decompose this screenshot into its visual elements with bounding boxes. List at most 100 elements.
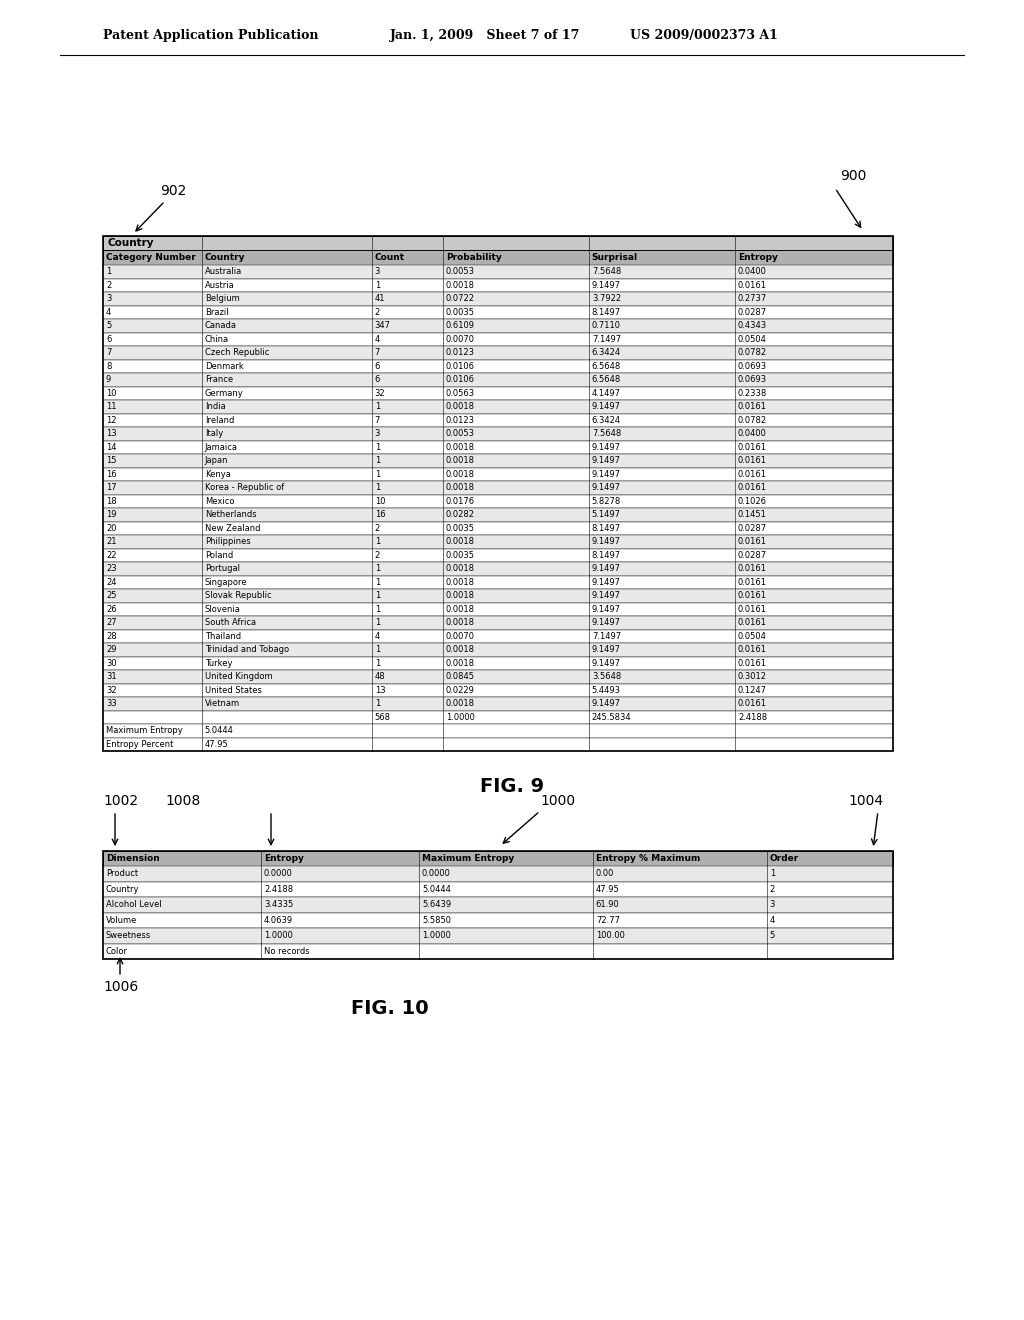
Text: 0.0053: 0.0053 <box>445 267 475 276</box>
Text: 4: 4 <box>375 335 380 343</box>
Bar <box>103 359 893 374</box>
Text: 1: 1 <box>375 457 380 465</box>
Text: 0.2737: 0.2737 <box>738 294 767 304</box>
Bar <box>103 656 893 671</box>
Text: Italy: Italy <box>205 429 223 438</box>
Text: 0.0161: 0.0161 <box>738 564 767 573</box>
Text: 1008: 1008 <box>165 795 201 808</box>
Text: 0.0161: 0.0161 <box>738 483 767 492</box>
Bar <box>103 413 893 426</box>
Text: 5.5850: 5.5850 <box>422 916 451 925</box>
Text: 900: 900 <box>840 169 866 183</box>
Text: 9.1497: 9.1497 <box>592 591 621 601</box>
Text: France: France <box>205 375 232 384</box>
Bar <box>103 684 893 697</box>
Text: 5.6439: 5.6439 <box>422 900 452 909</box>
Text: 0.0035: 0.0035 <box>445 308 475 317</box>
Text: 33: 33 <box>106 700 117 709</box>
Bar <box>103 279 893 292</box>
Text: 9.1497: 9.1497 <box>592 618 621 627</box>
Text: China: China <box>205 335 229 343</box>
Text: Country: Country <box>205 253 246 261</box>
Text: 0.0287: 0.0287 <box>738 550 767 560</box>
Text: 0.0106: 0.0106 <box>445 362 475 371</box>
Text: 8.1497: 8.1497 <box>592 550 621 560</box>
Text: 0.0782: 0.0782 <box>738 416 767 425</box>
Text: Count: Count <box>375 253 404 261</box>
Text: 29: 29 <box>106 645 117 655</box>
Text: Belgium: Belgium <box>205 294 240 304</box>
Text: 0.0176: 0.0176 <box>445 496 475 506</box>
Text: 0.0161: 0.0161 <box>738 591 767 601</box>
Text: Product: Product <box>106 870 138 878</box>
Bar <box>103 697 893 710</box>
Text: 0.0161: 0.0161 <box>738 470 767 479</box>
Text: 1.0000: 1.0000 <box>422 931 451 940</box>
Text: 6: 6 <box>106 335 112 343</box>
Text: 0.0504: 0.0504 <box>738 632 767 640</box>
Text: 0.0018: 0.0018 <box>445 700 475 709</box>
Text: Jamaica: Jamaica <box>205 442 238 451</box>
Text: Singapore: Singapore <box>205 578 248 587</box>
Text: 1: 1 <box>375 605 380 614</box>
Text: Portugal: Portugal <box>205 564 240 573</box>
Text: 0.0035: 0.0035 <box>445 524 475 533</box>
Text: 18: 18 <box>106 496 117 506</box>
Text: 1002: 1002 <box>103 795 138 808</box>
Text: 1: 1 <box>375 281 380 290</box>
Bar <box>103 508 893 521</box>
Text: New Zealand: New Zealand <box>205 524 260 533</box>
Text: Order: Order <box>770 854 799 863</box>
Text: 4: 4 <box>770 916 775 925</box>
Text: Czech Republic: Czech Republic <box>205 348 269 358</box>
Text: 0.0161: 0.0161 <box>738 281 767 290</box>
Text: 23: 23 <box>106 564 117 573</box>
Text: 1004: 1004 <box>848 795 883 808</box>
Text: 16: 16 <box>375 511 385 519</box>
Text: 9.1497: 9.1497 <box>592 470 621 479</box>
Text: 0.0161: 0.0161 <box>738 618 767 627</box>
Bar <box>103 305 893 319</box>
Bar <box>103 616 893 630</box>
Text: Kenya: Kenya <box>205 470 230 479</box>
Text: 5: 5 <box>770 931 775 940</box>
Text: 47.95: 47.95 <box>596 884 620 894</box>
Text: 15: 15 <box>106 457 117 465</box>
Text: 1006: 1006 <box>103 979 138 994</box>
Text: 0.0053: 0.0053 <box>445 429 475 438</box>
Text: 32: 32 <box>106 686 117 694</box>
Text: 3: 3 <box>770 900 775 909</box>
Text: Slovenia: Slovenia <box>205 605 241 614</box>
Bar <box>103 426 893 441</box>
Text: 0.0287: 0.0287 <box>738 524 767 533</box>
Text: 31: 31 <box>106 672 117 681</box>
Text: 5.0444: 5.0444 <box>422 884 451 894</box>
Bar <box>103 249 893 265</box>
Text: US 2009/0002373 A1: US 2009/0002373 A1 <box>630 29 778 41</box>
Text: 1: 1 <box>375 483 380 492</box>
Text: 7: 7 <box>375 348 380 358</box>
Text: 2: 2 <box>106 281 112 290</box>
Bar <box>103 643 893 656</box>
Text: 3: 3 <box>375 267 380 276</box>
Bar <box>103 346 893 359</box>
Text: Korea - Republic of: Korea - Republic of <box>205 483 284 492</box>
Text: 5.0444: 5.0444 <box>205 726 233 735</box>
Text: 0.0504: 0.0504 <box>738 335 767 343</box>
Text: 0.0123: 0.0123 <box>445 416 475 425</box>
Text: Entropy: Entropy <box>738 253 778 261</box>
Text: 28: 28 <box>106 632 117 640</box>
Text: 9.1497: 9.1497 <box>592 700 621 709</box>
Text: 16: 16 <box>106 470 117 479</box>
Bar <box>103 630 893 643</box>
Text: 26: 26 <box>106 605 117 614</box>
Text: 6: 6 <box>375 362 380 371</box>
Text: 6.3424: 6.3424 <box>592 416 621 425</box>
Text: 9.1497: 9.1497 <box>592 457 621 465</box>
Text: 347: 347 <box>375 321 390 330</box>
Text: 10: 10 <box>106 389 117 397</box>
Text: Austria: Austria <box>205 281 234 290</box>
Text: 0.0070: 0.0070 <box>445 632 475 640</box>
Text: 0.0563: 0.0563 <box>445 389 475 397</box>
Text: 1: 1 <box>375 700 380 709</box>
